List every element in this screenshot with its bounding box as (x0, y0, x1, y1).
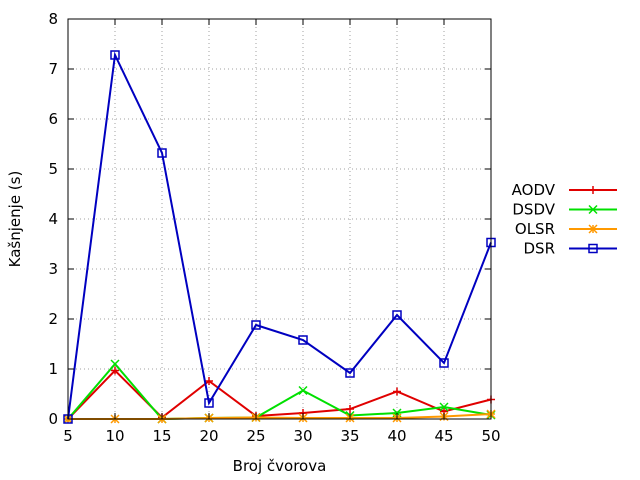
y-tick-label: 1 (48, 360, 58, 378)
data-point-dsr (345, 368, 355, 378)
legend-label-dsr: DSR (524, 240, 556, 258)
y-tick-label: 2 (48, 310, 58, 328)
data-point-dsdv (110, 359, 120, 369)
data-point-aodv (205, 377, 213, 385)
y-tick-label: 7 (48, 60, 58, 78)
data-point-dsdv (439, 402, 449, 412)
series-line-dsr (67, 51, 492, 420)
legend-label-olsr: OLSR (515, 220, 555, 238)
x-tick-label: 20 (199, 427, 218, 445)
legend-marker-olsr (588, 224, 598, 234)
y-tick-label: 5 (48, 160, 58, 178)
legend-marker-aodv (589, 186, 597, 194)
data-point-aodv (393, 387, 401, 396)
x-tick-label: 45 (434, 427, 453, 445)
legend-label-dsdv: DSDV (512, 201, 555, 219)
y-axis-title: Kašnjenje (s) (6, 171, 24, 268)
series-olsr (63, 409, 496, 424)
y-tick-label: 0 (48, 410, 58, 428)
series-dsr (63, 50, 496, 424)
legend-item-olsr: OLSR (515, 220, 617, 238)
data-point-dsr (204, 398, 214, 408)
y-tick-label: 3 (48, 260, 58, 278)
x-tick-label: 10 (105, 427, 124, 445)
plot-border (67, 18, 492, 420)
x-tick-label: 30 (293, 427, 312, 445)
legend-label-aodv: AODV (512, 181, 556, 199)
data-point-dsr (392, 310, 402, 320)
y-tick-label: 4 (48, 210, 58, 228)
data-point-dsr (298, 335, 308, 345)
y-tick-label: 8 (48, 10, 58, 28)
x-tick-label: 5 (63, 427, 73, 445)
x-tick-label: 25 (246, 427, 265, 445)
data-point-aodv (346, 405, 354, 413)
data-point-dsr (157, 148, 167, 158)
data-point-dsr (439, 358, 449, 368)
data-point-dsdv (298, 385, 308, 396)
legend-item-dsdv: DSDV (512, 201, 617, 219)
y-tick-label: 6 (48, 110, 58, 128)
series-layer (63, 50, 496, 424)
x-tick-label: 15 (152, 427, 171, 445)
data-point-aodv (111, 366, 119, 375)
grid (68, 19, 491, 419)
x-tick-label: 35 (340, 427, 359, 445)
legend-item-aodv: AODV (512, 181, 617, 199)
legend-marker-dsdv (588, 204, 598, 215)
legend-item-dsr: DSR (524, 240, 617, 258)
data-point-dsr (251, 320, 261, 330)
series-line-aodv (67, 369, 492, 420)
legend-marker-dsr (588, 243, 598, 254)
x-axis-title: Broj čvorova (233, 457, 327, 475)
series-aodv (64, 366, 495, 423)
data-point-dsr (110, 50, 120, 60)
series-line-dsdv (67, 362, 492, 421)
x-tick-label: 50 (481, 427, 500, 445)
x-tick-label: 40 (387, 427, 406, 445)
